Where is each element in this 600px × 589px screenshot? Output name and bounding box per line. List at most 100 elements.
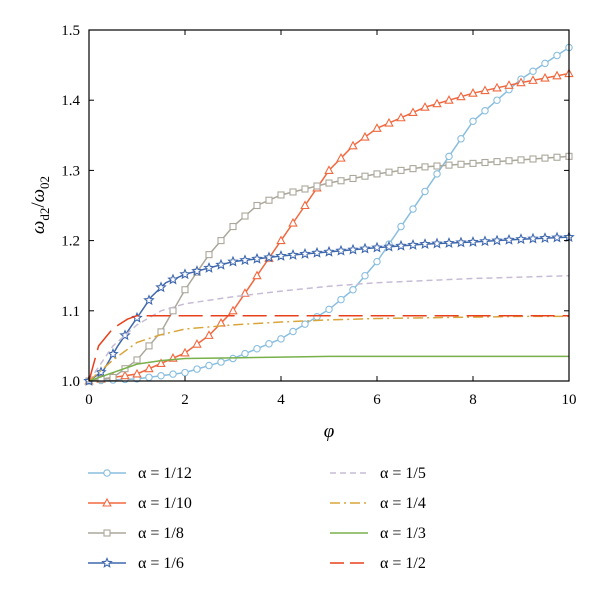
x-tick-label: 8 <box>469 392 477 408</box>
legend-label: α = 1/8 <box>138 525 184 542</box>
series-2-marker <box>492 82 502 92</box>
legend-entry-1: α = 1/12 <box>88 465 192 482</box>
series-4-marker <box>287 248 299 260</box>
series-1-marker <box>397 222 405 231</box>
legend-label: α = 1/12 <box>138 465 192 482</box>
series-4-marker <box>347 243 359 255</box>
series-1-marker <box>181 368 189 377</box>
series-2-marker <box>504 80 514 89</box>
series-2-marker <box>360 131 370 141</box>
y-tick-label: 1.3 <box>61 163 80 179</box>
series-4-marker <box>251 252 263 264</box>
series-line-7 <box>88 355 569 382</box>
series-1-marker <box>277 335 285 343</box>
series-4-marker <box>443 237 455 248</box>
series-4-marker <box>515 233 527 245</box>
series-1-marker <box>457 135 465 143</box>
series-4-marker <box>263 251 275 263</box>
series-3-marker <box>349 174 357 183</box>
series-4-marker <box>371 241 383 253</box>
series-3-marker <box>409 165 417 173</box>
series-3-marker <box>133 356 141 364</box>
series-3-marker <box>109 373 117 382</box>
series-2-marker <box>516 77 526 87</box>
series-1-marker <box>157 371 165 380</box>
series-7 <box>88 355 569 382</box>
series-1-marker <box>253 344 261 353</box>
x-tick-label: 10 <box>562 392 577 408</box>
series-4-marker <box>383 240 395 252</box>
y-axis-label-main: ω <box>28 221 49 234</box>
y-axis-label-slash: / <box>28 202 49 208</box>
x-tick-label: 4 <box>277 392 285 408</box>
series-3-marker <box>289 188 297 196</box>
series-1-marker <box>421 187 429 196</box>
x-tick-label: 0 <box>85 392 93 408</box>
series-3-marker <box>481 158 489 167</box>
series-3-marker <box>337 177 345 185</box>
legend-label: α = 1/2 <box>380 555 426 572</box>
legend-entry-5: α = 1/5 <box>330 465 426 482</box>
legend-label: α = 1/10 <box>138 495 192 512</box>
series-3-marker <box>181 286 189 294</box>
series-3-marker <box>529 155 537 163</box>
series-1-marker <box>469 117 477 126</box>
y-axis-label: ωd2/ω02 <box>28 176 52 234</box>
series-2-marker <box>276 235 286 245</box>
legend-marker <box>103 529 111 537</box>
series-2-marker <box>480 85 490 95</box>
series-2-marker <box>528 75 538 84</box>
legend-entry-2: α = 1/10 <box>88 495 192 512</box>
series-4-marker <box>167 273 179 285</box>
series-3-marker <box>493 158 501 166</box>
series-3-marker <box>505 157 513 165</box>
series-4 <box>83 231 575 386</box>
legend: α = 1/12 α = 1/10 α = 1/8 α = 1/6 α = 1/5 α =… <box>88 465 426 572</box>
series-1-marker <box>361 271 369 280</box>
series-1-marker <box>193 365 201 373</box>
series-2-marker <box>432 98 442 108</box>
series-3-marker <box>457 160 465 168</box>
series-2-marker <box>408 107 418 117</box>
series-4-marker <box>407 238 419 250</box>
series-4-marker <box>479 235 491 247</box>
series-4-marker <box>359 242 371 254</box>
series-2 <box>84 68 574 385</box>
series-2-marker <box>336 152 346 162</box>
series-4-marker <box>191 265 203 277</box>
legend-entry-6: α = 1/4 <box>330 495 426 512</box>
series-4-marker <box>143 294 155 306</box>
series-4-marker <box>551 231 563 243</box>
series-3-marker <box>253 201 261 210</box>
series-1-marker <box>241 349 249 358</box>
series-4-marker <box>299 247 311 259</box>
series-line-5 <box>88 274 570 382</box>
legend-marker <box>102 497 112 507</box>
series-3-marker <box>241 212 249 220</box>
series-2-marker <box>240 288 250 297</box>
series-1-marker <box>541 59 549 68</box>
plot-series <box>83 43 575 386</box>
legend-entry-8: α = 1/2 <box>330 555 426 572</box>
series-2-marker <box>396 112 406 122</box>
series-4-marker <box>311 246 323 258</box>
series-2-marker <box>228 305 238 315</box>
series-3-marker <box>169 307 177 315</box>
series-4-marker <box>455 236 467 248</box>
series-2-marker <box>324 165 334 174</box>
series-4-marker <box>395 239 407 251</box>
series-3-marker <box>277 191 285 199</box>
series-1-marker <box>301 320 309 328</box>
series-2-marker <box>384 117 394 127</box>
series-1-marker <box>265 340 273 348</box>
series-line-8 <box>88 314 569 382</box>
series-4-marker <box>179 268 191 280</box>
series-3-marker <box>517 156 525 164</box>
series-3-marker <box>325 179 333 187</box>
series-2-marker <box>372 123 382 132</box>
series-4-marker <box>107 348 119 359</box>
series-3-marker <box>541 154 549 162</box>
series-2-marker <box>420 102 430 111</box>
series-1-marker <box>217 358 225 366</box>
